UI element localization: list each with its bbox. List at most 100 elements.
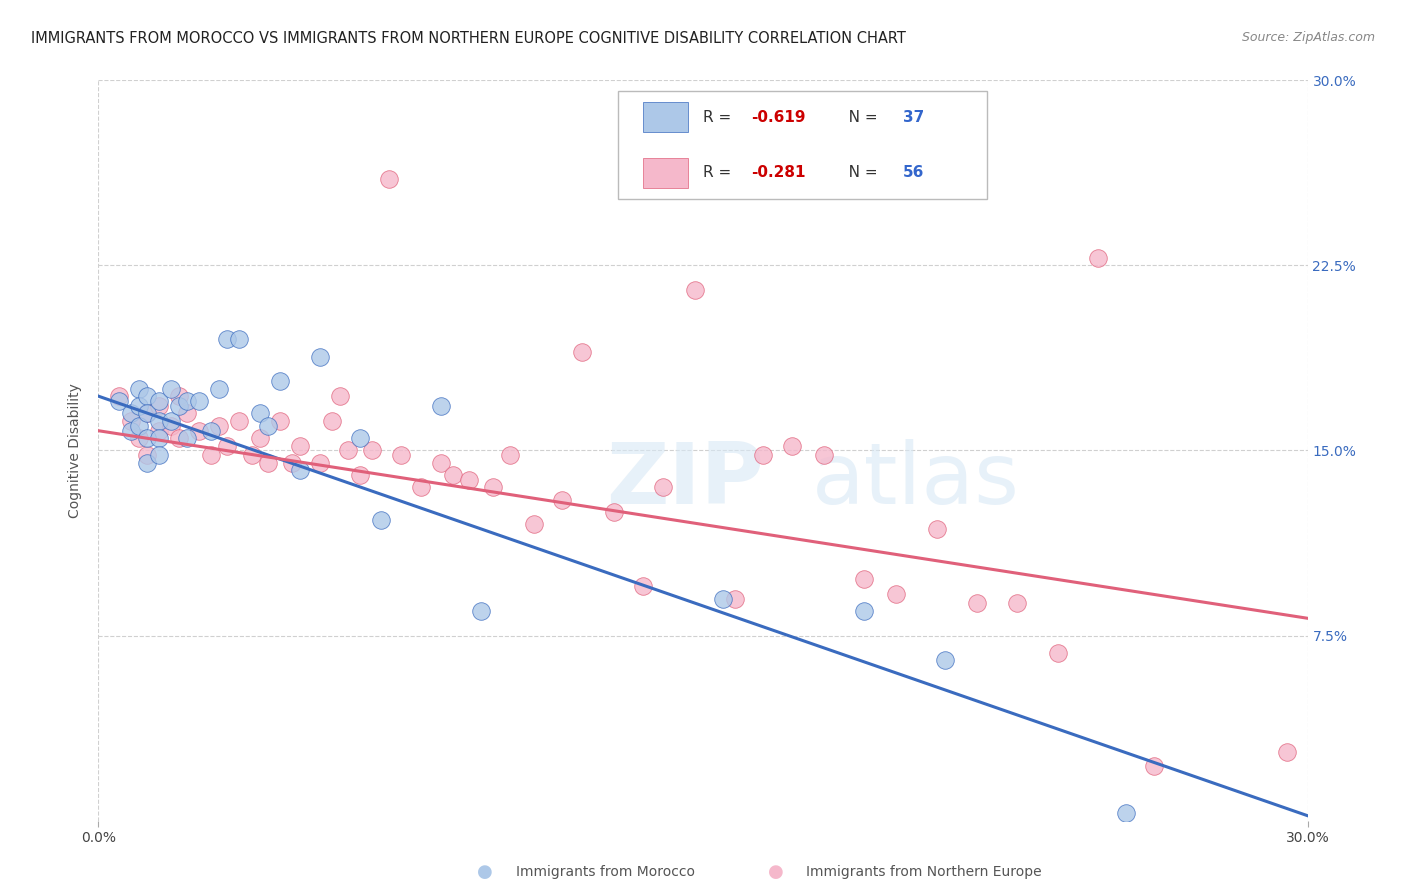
Point bbox=[925, 523, 948, 537]
Point bbox=[321, 414, 343, 428]
Point bbox=[370, 512, 392, 526]
Point bbox=[551, 492, 574, 507]
Point bbox=[1087, 251, 1109, 265]
Text: Immigrants from Northern Europe: Immigrants from Northern Europe bbox=[806, 865, 1042, 880]
Point bbox=[269, 375, 291, 389]
Point bbox=[309, 456, 332, 470]
Point bbox=[482, 480, 505, 494]
Point bbox=[107, 394, 129, 409]
Point bbox=[780, 438, 803, 452]
Point bbox=[176, 431, 198, 445]
Point bbox=[249, 407, 271, 421]
Point bbox=[329, 389, 352, 403]
Bar bbox=[643, 103, 689, 132]
Point bbox=[813, 449, 835, 463]
Point bbox=[281, 456, 304, 470]
Text: N =: N = bbox=[834, 110, 882, 125]
Point bbox=[683, 283, 706, 297]
Point bbox=[160, 382, 183, 396]
Point bbox=[651, 480, 673, 494]
Point bbox=[128, 418, 150, 433]
Text: N =: N = bbox=[834, 165, 882, 180]
Point bbox=[249, 431, 271, 445]
Point bbox=[160, 414, 183, 428]
Point bbox=[603, 505, 626, 519]
Text: ●: ● bbox=[478, 863, 494, 881]
Point bbox=[361, 443, 384, 458]
Point bbox=[148, 394, 170, 409]
Point bbox=[711, 591, 734, 606]
Point bbox=[441, 468, 464, 483]
Point bbox=[752, 449, 775, 463]
Point bbox=[148, 449, 170, 463]
Point bbox=[309, 350, 332, 364]
Point bbox=[148, 414, 170, 428]
Point bbox=[120, 424, 142, 438]
Point bbox=[120, 407, 142, 421]
Point bbox=[200, 449, 222, 463]
Point bbox=[208, 418, 231, 433]
Bar bbox=[643, 158, 689, 187]
Point bbox=[217, 332, 239, 346]
Point bbox=[167, 389, 190, 403]
Point bbox=[1046, 646, 1069, 660]
Point bbox=[135, 407, 157, 421]
Point bbox=[135, 449, 157, 463]
Text: Source: ZipAtlas.com: Source: ZipAtlas.com bbox=[1241, 31, 1375, 45]
Point bbox=[269, 414, 291, 428]
Point bbox=[176, 394, 198, 409]
Point bbox=[208, 382, 231, 396]
Point bbox=[128, 382, 150, 396]
Text: 37: 37 bbox=[903, 110, 924, 125]
Text: -0.281: -0.281 bbox=[751, 165, 806, 180]
Point bbox=[631, 579, 654, 593]
Point bbox=[167, 431, 190, 445]
Point bbox=[107, 389, 129, 403]
Point bbox=[256, 456, 278, 470]
Point bbox=[1115, 806, 1137, 821]
Point bbox=[523, 517, 546, 532]
Point bbox=[349, 431, 371, 445]
Text: R =: R = bbox=[703, 110, 737, 125]
Point bbox=[128, 399, 150, 413]
Point bbox=[135, 389, 157, 403]
Point bbox=[188, 394, 211, 409]
Point bbox=[148, 431, 170, 445]
Point bbox=[571, 344, 593, 359]
Point bbox=[966, 597, 988, 611]
Point bbox=[430, 456, 453, 470]
Text: -0.619: -0.619 bbox=[751, 110, 806, 125]
Point bbox=[167, 399, 190, 413]
Text: ZIP: ZIP bbox=[606, 439, 763, 522]
Text: Immigrants from Morocco: Immigrants from Morocco bbox=[516, 865, 695, 880]
Point bbox=[256, 418, 278, 433]
Point bbox=[160, 418, 183, 433]
Text: IMMIGRANTS FROM MOROCCO VS IMMIGRANTS FROM NORTHERN EUROPE COGNITIVE DISABILITY : IMMIGRANTS FROM MOROCCO VS IMMIGRANTS FR… bbox=[31, 31, 905, 46]
Text: atlas: atlas bbox=[811, 439, 1019, 522]
Point bbox=[228, 414, 250, 428]
Point bbox=[135, 407, 157, 421]
Text: 56: 56 bbox=[903, 165, 924, 180]
Point bbox=[409, 480, 432, 494]
Point bbox=[430, 399, 453, 413]
Point bbox=[724, 591, 747, 606]
Point bbox=[288, 438, 311, 452]
Point bbox=[458, 473, 481, 487]
Point bbox=[470, 604, 492, 618]
Point bbox=[389, 449, 412, 463]
Text: ●: ● bbox=[768, 863, 783, 881]
Point bbox=[148, 424, 170, 438]
Point bbox=[1007, 597, 1029, 611]
Point bbox=[135, 456, 157, 470]
Point bbox=[1143, 759, 1166, 773]
Point bbox=[853, 604, 876, 618]
Point bbox=[135, 431, 157, 445]
Point bbox=[853, 572, 876, 586]
Point bbox=[240, 449, 263, 463]
Point bbox=[228, 332, 250, 346]
Point bbox=[377, 172, 399, 186]
Point bbox=[886, 586, 908, 600]
Point bbox=[128, 431, 150, 445]
Point bbox=[498, 449, 520, 463]
Point bbox=[148, 399, 170, 413]
